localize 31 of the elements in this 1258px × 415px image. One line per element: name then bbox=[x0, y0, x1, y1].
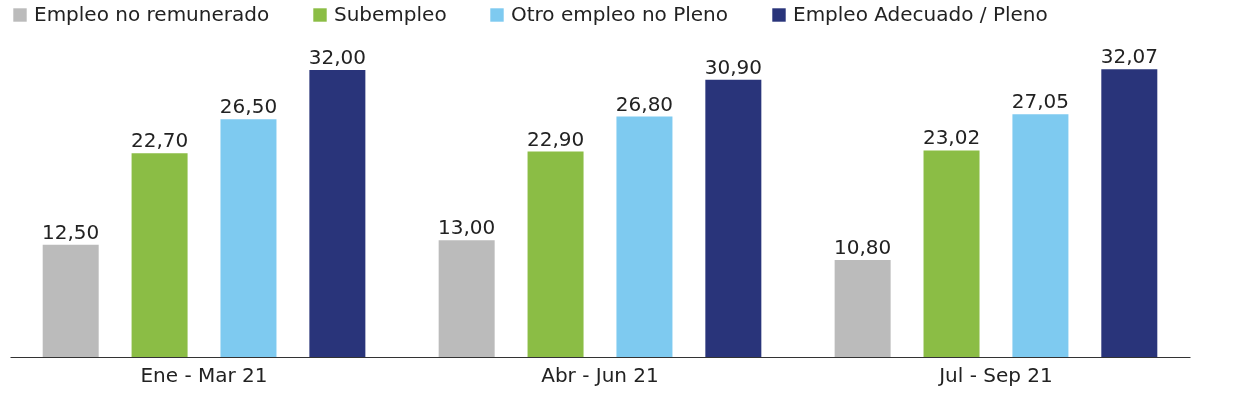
legend-label: Empleo Adecuado / Pleno bbox=[793, 2, 1048, 26]
legend-label: Subempleo bbox=[334, 2, 447, 26]
bar bbox=[42, 244, 99, 357]
data-label: 22,90 bbox=[526, 126, 585, 151]
bar bbox=[527, 151, 584, 357]
data-label: 23,02 bbox=[922, 125, 981, 150]
data-label: 30,90 bbox=[704, 54, 762, 79]
bar bbox=[309, 69, 366, 357]
x-tick-label: Jul - Sep 21 bbox=[937, 362, 1053, 387]
data-label: 32,00 bbox=[308, 44, 366, 69]
legend-label: Empleo no remunerado bbox=[34, 2, 270, 26]
bar bbox=[1101, 69, 1158, 357]
bar bbox=[131, 153, 188, 357]
data-label: 32,07 bbox=[1100, 44, 1158, 69]
data-label: 27,05 bbox=[1011, 89, 1070, 114]
bar bbox=[616, 116, 673, 357]
bar bbox=[220, 119, 277, 357]
data-label: 12,50 bbox=[42, 219, 100, 244]
data-label: 22,70 bbox=[130, 128, 189, 153]
x-tick-label: Ene - Mar 21 bbox=[140, 362, 268, 387]
data-label: 26,80 bbox=[615, 91, 674, 116]
bar bbox=[705, 79, 762, 357]
bar bbox=[923, 150, 980, 357]
bar bbox=[834, 260, 891, 357]
legend-label: Otro empleo no Pleno bbox=[511, 2, 729, 26]
data-label: 26,50 bbox=[219, 94, 278, 119]
data-label: 10,80 bbox=[834, 235, 892, 260]
x-tick-label: Abr - Jun 21 bbox=[541, 362, 659, 387]
bar bbox=[438, 240, 495, 357]
data-label: 13,00 bbox=[438, 215, 496, 240]
bar bbox=[1012, 114, 1069, 357]
